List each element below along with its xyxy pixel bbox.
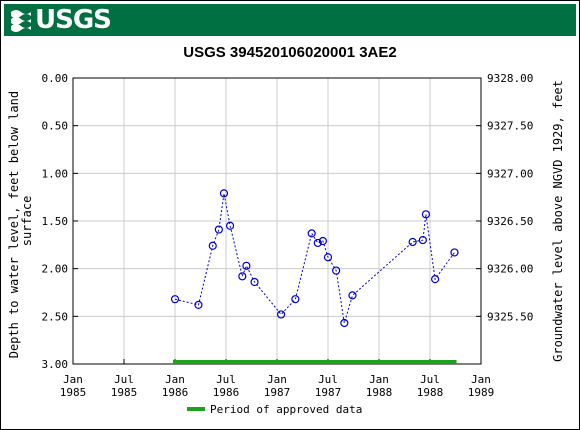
- y-left-tick-label: 0.50: [42, 120, 69, 133]
- legend-label-approved: Period of approved data: [210, 403, 362, 416]
- x-tick-label-year: 1988: [417, 386, 444, 399]
- data-point: [291, 295, 300, 304]
- x-tick-label-month: Jan: [63, 373, 83, 386]
- x-tick-label-year: 1986: [162, 386, 189, 399]
- chart-title: USGS 394520106020001 3AE2: [183, 44, 397, 61]
- x-tick-label-year: 1987: [264, 386, 291, 399]
- data-point: [332, 266, 341, 275]
- data-point: [340, 318, 349, 328]
- x-tick-label-year: 1985: [111, 386, 138, 399]
- x-tick-label-year: 1988: [366, 386, 393, 399]
- data-point: [318, 236, 327, 246]
- y-right-tick-label: 9328.00: [487, 72, 533, 85]
- data-point: [323, 253, 333, 262]
- data-point: [208, 241, 217, 250]
- usgs-banner: USGS: [4, 4, 576, 36]
- y-right-tick-label: 9327.50: [487, 120, 533, 133]
- data-point: [348, 291, 357, 300]
- y-left-tick-label: 2.00: [42, 263, 69, 276]
- y-axis-left-label-line-2: surface: [20, 196, 34, 247]
- y-axis-left-label: Depth to water level, feet below land su…: [7, 84, 34, 359]
- x-tick-label-year: 1989: [468, 386, 495, 399]
- y-right-tick-label: 9326.00: [487, 263, 533, 276]
- data-point: [219, 189, 229, 198]
- data-point: [431, 275, 440, 284]
- grid: [72, 77, 482, 365]
- y-left-tick-label: 0.00: [42, 72, 69, 85]
- data-point: [194, 300, 203, 309]
- data-point: [276, 310, 286, 319]
- x-tick-label-month: Jan: [471, 373, 491, 386]
- x-tick-label-year: 1985: [60, 386, 87, 399]
- y-left-tick-label: 1.00: [42, 167, 69, 180]
- y-left-tick-label: 1.50: [42, 215, 69, 228]
- data-point: [225, 221, 235, 230]
- y-left-tick-label: 3.00: [42, 358, 69, 371]
- y-left-tick-label: 2.50: [42, 310, 69, 323]
- data-point: [307, 229, 316, 238]
- data-point: [313, 238, 322, 248]
- usgs-logo[interactable]: USGS: [10, 5, 112, 35]
- data-point: [408, 237, 417, 247]
- series-layer: [170, 189, 459, 328]
- y-axis-left-label-line-1: Depth to water level, feet below land: [7, 91, 21, 358]
- x-tick-label-year: 1986: [213, 386, 240, 399]
- data-point: [170, 295, 180, 304]
- x-tick-label-year: 1987: [315, 386, 342, 399]
- data-point: [242, 261, 251, 270]
- y-right-tick-label: 9326.50: [487, 215, 533, 228]
- usgs-wave-icon: [11, 10, 31, 32]
- x-tick-label-month: Jul: [216, 373, 236, 386]
- data-point: [250, 277, 259, 287]
- x-tick-label-month: Jan: [369, 373, 389, 386]
- usgs-logo-text: USGS: [35, 5, 112, 35]
- y-axis-right-label: Groundwater level above NGVD 1929, feet: [551, 80, 565, 362]
- data-point: [421, 210, 431, 219]
- data-point: [418, 235, 427, 245]
- x-tick-label-month: Jul: [318, 373, 338, 386]
- x-tick-label-month: Jan: [165, 373, 185, 386]
- series-line: [174, 193, 455, 324]
- x-tick-label-month: Jan: [267, 373, 287, 386]
- data-point: [238, 272, 247, 281]
- ticks: Jan1985Jul1985Jan1986Jul1986Jan1987Jul19…: [42, 72, 534, 399]
- y-right-tick-label: 9327.00: [487, 167, 533, 180]
- data-point: [450, 248, 459, 257]
- x-tick-label-month: Jul: [420, 373, 440, 386]
- legend: Period of approved data: [187, 403, 362, 416]
- data-point: [214, 225, 223, 234]
- x-tick-label-month: Jul: [114, 373, 134, 386]
- y-right-tick-label: 9325.50: [487, 310, 533, 323]
